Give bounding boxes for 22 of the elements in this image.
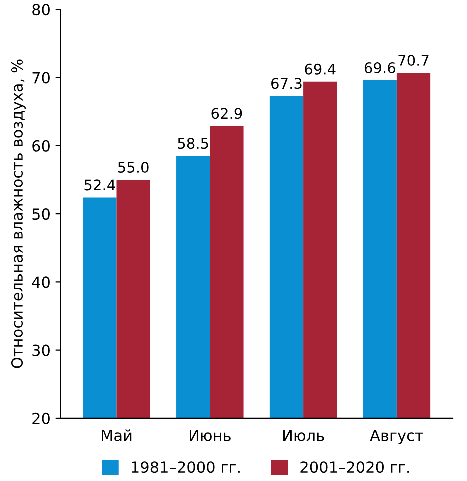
x-tick-label: Июнь <box>190 430 231 442</box>
data-label: 67.3 <box>272 78 302 90</box>
data-label: 70.7 <box>398 54 429 66</box>
x-tick-label: Август <box>370 430 424 444</box>
data-label: 58.5 <box>178 138 208 150</box>
legend-label: 2001–2020 гг. <box>300 462 410 474</box>
x-tick-label: Май <box>102 430 132 442</box>
y-axis-title: Относительная влажность воздуха, % <box>11 60 26 368</box>
y-tick-label: 20 <box>32 412 50 424</box>
y-tick-label: 50 <box>32 208 50 220</box>
y-tick-label: 30 <box>32 344 50 356</box>
y-tick-label: 80 <box>32 4 50 16</box>
data-label: 52.4 <box>84 180 116 191</box>
y-tick-label: 40 <box>32 276 50 288</box>
legend-label: 1981–2000 гг. <box>132 462 240 474</box>
data-label: 62.9 <box>212 108 242 120</box>
y-tick-label: 70 <box>32 72 50 84</box>
data-label: 69.6 <box>364 62 396 74</box>
y-tick-label: 60 <box>32 140 50 152</box>
x-tick-label: Июль <box>284 430 324 442</box>
data-label: 55.0 <box>118 162 149 173</box>
data-label: 69.4 <box>305 64 336 75</box>
